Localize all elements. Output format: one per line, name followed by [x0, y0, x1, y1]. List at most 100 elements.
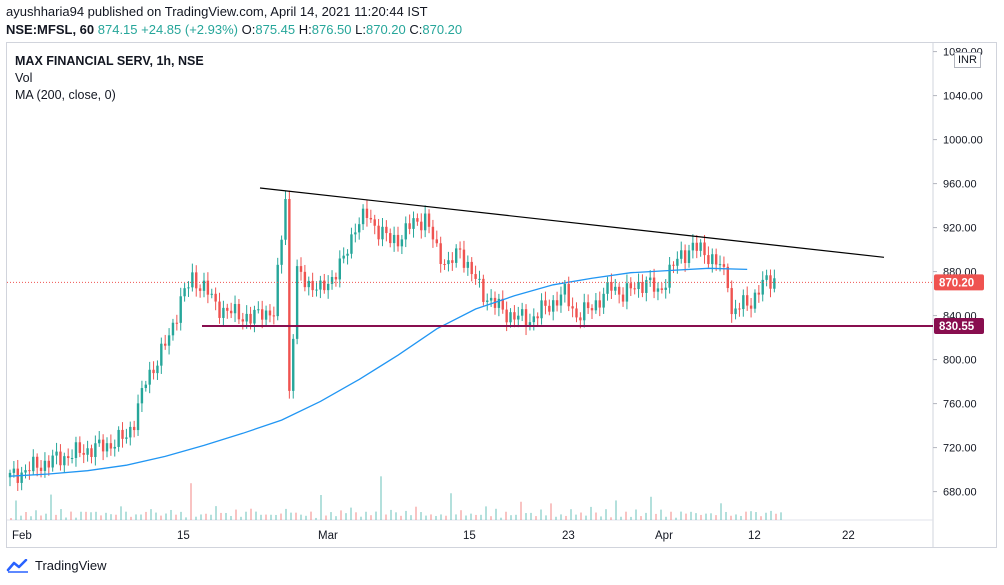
chart-title[interactable]: MAX FINANCIAL SERV, 1h, NSE — [15, 54, 204, 68]
candle-body — [55, 451, 58, 456]
candle-body — [63, 456, 66, 466]
volume-bar — [260, 514, 262, 520]
candle-body — [594, 300, 598, 311]
volume-bar — [100, 515, 102, 520]
candle-body — [610, 282, 613, 291]
y-tick-label: 800.00 — [943, 355, 977, 367]
candle-body — [389, 233, 392, 244]
candle-body — [757, 292, 761, 295]
volume-indicator-label[interactable]: Vol — [15, 71, 33, 85]
candle-body — [125, 437, 128, 439]
candle-body — [501, 298, 504, 310]
candle-body — [272, 315, 276, 317]
volume-bar — [620, 516, 622, 520]
candle-body — [528, 322, 532, 327]
volume-bar — [525, 513, 527, 520]
candle-body — [423, 213, 427, 231]
volume-bar — [420, 512, 422, 520]
candle-body — [175, 322, 179, 324]
ma-indicator-label[interactable]: MA (200, close, 0) — [15, 88, 116, 102]
volume-bar — [325, 515, 327, 520]
candle-body — [117, 429, 120, 447]
symbol-label[interactable]: NSE:MFSL, 60 — [6, 22, 95, 37]
candle-body — [350, 234, 353, 254]
volume-bar — [230, 515, 232, 520]
candle-body — [462, 249, 466, 268]
volume-bar — [575, 514, 577, 520]
volume-bar — [150, 509, 152, 520]
candle-body — [621, 294, 625, 302]
candle-body — [113, 446, 116, 449]
volume-bar — [665, 516, 667, 520]
candle-body — [765, 275, 768, 280]
volume-bar — [55, 514, 57, 520]
volume-bar — [15, 500, 17, 520]
x-tick-label: 15 — [177, 530, 190, 542]
candle-body — [295, 266, 299, 339]
volume-bar — [455, 514, 457, 520]
volume-bar — [110, 514, 112, 520]
tradingview-logo-icon — [6, 558, 28, 573]
volume-bar — [570, 509, 572, 520]
volume-bar — [175, 514, 177, 520]
candle-body — [206, 280, 210, 295]
candle-body — [82, 452, 85, 455]
volume-bar — [735, 514, 737, 520]
candle-body — [439, 243, 442, 264]
candle-body — [338, 258, 341, 280]
volume-bar — [10, 518, 12, 520]
candle-body — [369, 217, 373, 220]
volume-bar — [580, 512, 582, 520]
candle-body — [427, 213, 431, 227]
candle-body — [222, 307, 225, 318]
candle-body — [32, 456, 35, 472]
candle-body — [672, 264, 675, 266]
candle-body — [478, 278, 481, 280]
candle-body — [354, 232, 357, 235]
candle-body — [544, 300, 547, 306]
ma200-line — [9, 267, 748, 477]
candle-body — [548, 305, 551, 312]
candle-body — [746, 295, 749, 306]
candle-body — [513, 312, 516, 320]
candle-body — [261, 309, 264, 320]
volume-bar — [760, 516, 762, 520]
candle-body — [641, 282, 644, 293]
volume-bar — [50, 494, 52, 520]
candle-body — [249, 313, 252, 324]
volume-bar — [40, 515, 42, 520]
candle-body — [606, 282, 609, 294]
candle-body — [583, 302, 586, 321]
volume-bar — [680, 511, 682, 520]
volume-bar — [385, 514, 387, 520]
candle-body — [683, 250, 687, 264]
candle-body — [98, 439, 101, 444]
candle-body — [726, 266, 729, 289]
currency-badge[interactable]: INR — [954, 52, 981, 68]
candle-body — [315, 289, 318, 291]
candle-body — [598, 300, 601, 308]
candle-body — [590, 308, 594, 311]
candle-body — [536, 316, 539, 319]
candle-body — [738, 308, 741, 310]
volume-bar — [695, 513, 697, 520]
candle-body — [520, 309, 524, 316]
volume-bar — [740, 515, 742, 520]
candle-body — [404, 223, 407, 240]
candle-body — [218, 301, 221, 318]
candle-body — [637, 282, 640, 290]
candle-body — [769, 275, 772, 289]
tradingview-footer[interactable]: TradingView — [6, 558, 107, 573]
candle-body — [202, 280, 206, 291]
candle-body — [617, 286, 621, 295]
candle-body — [699, 242, 702, 251]
x-tick-label: Mar — [318, 530, 338, 542]
x-tick-label: 22 — [842, 530, 855, 542]
x-tick-label: Apr — [655, 530, 673, 542]
candle-body — [326, 283, 330, 291]
volume-bar — [280, 513, 282, 520]
volume-bar — [20, 515, 22, 520]
candle-body — [691, 242, 695, 251]
candle-body — [718, 264, 722, 266]
